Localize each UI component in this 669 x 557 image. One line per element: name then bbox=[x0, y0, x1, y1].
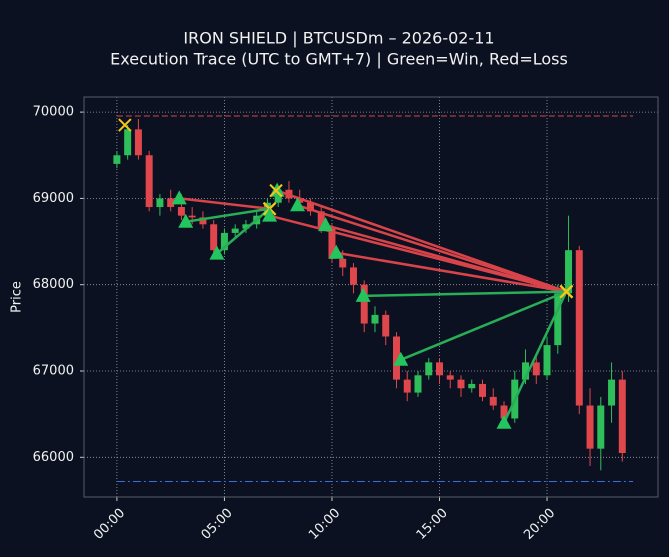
candle-body bbox=[242, 224, 250, 229]
chart-subtitle: Execution Trace (UTC to GMT+7) | Green=W… bbox=[110, 50, 568, 69]
trade-line bbox=[185, 207, 270, 223]
candle-body bbox=[371, 314, 379, 324]
candle-body bbox=[306, 202, 314, 212]
y-tick-label: 67000 bbox=[33, 364, 74, 379]
candle-body bbox=[479, 383, 487, 397]
trade-line bbox=[297, 204, 567, 293]
exit-marker bbox=[269, 183, 283, 198]
candle-body bbox=[425, 362, 433, 376]
candle-body bbox=[382, 314, 390, 337]
entry-marker bbox=[355, 287, 371, 302]
candle-body bbox=[586, 405, 594, 449]
exit-marker bbox=[118, 118, 132, 132]
candle-body bbox=[156, 198, 164, 208]
candle-body bbox=[403, 379, 411, 393]
candle-body bbox=[339, 258, 347, 268]
candle-body bbox=[618, 379, 626, 453]
candle-body bbox=[134, 129, 142, 156]
candle-body bbox=[317, 211, 325, 229]
candle-body bbox=[554, 293, 562, 346]
trade-line bbox=[276, 189, 567, 293]
candle-body bbox=[532, 362, 540, 376]
trade-line bbox=[400, 290, 567, 361]
entry-marker bbox=[262, 207, 278, 222]
candle-body bbox=[565, 250, 573, 294]
candle-body bbox=[360, 284, 368, 324]
y-tick-label: 69000 bbox=[33, 191, 74, 206]
entry-marker bbox=[290, 197, 306, 212]
trade-line bbox=[325, 223, 567, 293]
candle-body bbox=[597, 405, 605, 449]
y-tick-label: 66000 bbox=[33, 450, 74, 465]
candle-body bbox=[392, 336, 400, 380]
candle-body bbox=[608, 379, 616, 406]
candle-body bbox=[124, 129, 132, 156]
candle-body bbox=[199, 217, 207, 225]
chart-title: IRON SHIELD | BTCUSDm – 2026-02-11 bbox=[183, 29, 494, 48]
entry-marker bbox=[178, 213, 194, 228]
y-axis-label: Price bbox=[10, 281, 25, 313]
trade-line bbox=[336, 251, 567, 293]
candle-body bbox=[296, 198, 304, 203]
candle-body bbox=[188, 215, 196, 218]
entry-marker bbox=[496, 414, 512, 429]
candle-body bbox=[210, 224, 218, 251]
trade-line bbox=[216, 207, 271, 255]
candle-body bbox=[167, 198, 175, 208]
candle-body bbox=[457, 379, 465, 389]
y-tick-label: 70000 bbox=[33, 105, 74, 120]
entry-marker bbox=[209, 245, 225, 260]
candle-body bbox=[220, 232, 228, 251]
candle-body bbox=[349, 267, 357, 285]
y-tick-label: 68000 bbox=[33, 277, 74, 292]
candle-body bbox=[500, 405, 508, 419]
trade-line bbox=[179, 197, 270, 211]
exit-marker bbox=[559, 284, 574, 299]
candle-body bbox=[468, 383, 476, 389]
entry-marker bbox=[171, 190, 187, 205]
trade-line bbox=[363, 290, 567, 298]
candle-body bbox=[543, 345, 551, 376]
candle-body bbox=[328, 228, 336, 259]
candle-body bbox=[177, 207, 185, 216]
trade-line bbox=[502, 291, 568, 424]
candle-body bbox=[414, 375, 422, 393]
candle-body bbox=[489, 396, 497, 406]
candle-body bbox=[446, 375, 454, 380]
candle-body bbox=[575, 250, 583, 406]
candle-body bbox=[436, 362, 443, 376]
candle-body bbox=[231, 228, 239, 233]
entry-marker bbox=[318, 217, 334, 232]
candle-body bbox=[145, 155, 153, 208]
candle-body bbox=[522, 362, 530, 380]
candle-body bbox=[113, 155, 121, 164]
entry-marker bbox=[393, 351, 409, 366]
plot-frame bbox=[83, 96, 659, 498]
entry-marker bbox=[328, 244, 344, 259]
